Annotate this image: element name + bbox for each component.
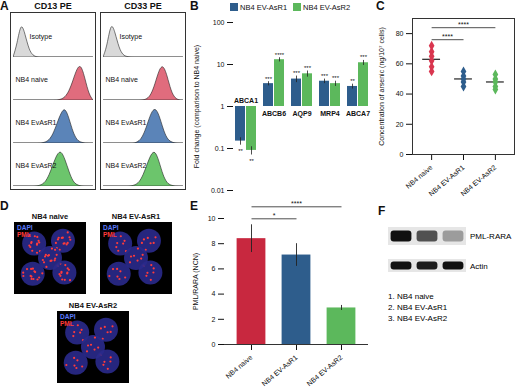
svg-text:1. NB4 naive: 1. NB4 naive	[388, 292, 434, 301]
svg-text:NB4 naive: NB4 naive	[404, 164, 433, 190]
svg-text:NB4 naive: NB4 naive	[106, 76, 138, 83]
svg-text:1: 1	[221, 103, 225, 110]
svg-text:***: ***	[304, 65, 312, 71]
svg-text:***: ***	[321, 73, 329, 79]
svg-text:Concentration of arsenic (ng/1: Concentration of arsenic (ng/10⁷ cells)	[378, 27, 386, 145]
svg-text:PML/RARA (NCN): PML/RARA (NCN)	[192, 253, 200, 310]
svg-text:6: 6	[212, 265, 216, 272]
svg-text:8: 8	[212, 240, 216, 247]
svg-text:Isotype: Isotype	[120, 33, 143, 41]
svg-text:**: **	[350, 78, 355, 84]
svg-text:**: **	[249, 158, 254, 164]
svg-text:***: ***	[360, 54, 368, 60]
svg-text:10: 10	[217, 61, 225, 68]
svg-text:AQP9: AQP9	[292, 110, 311, 118]
svg-text:4: 4	[212, 290, 216, 297]
svg-text:***: ***	[265, 76, 273, 82]
svg-text:NB4 EV-AsR2: NB4 EV-AsR2	[459, 164, 497, 198]
svg-text:2. NB4 EV-AsR1: 2. NB4 EV-AsR1	[388, 303, 448, 312]
html-text:E: E	[190, 199, 198, 213]
svg-text:NB4 EvAsR2: NB4 EvAsR2	[16, 162, 57, 169]
svg-text:**: **	[238, 148, 243, 154]
html-text:NB4 EV-AsR2: NB4 EV-AsR2	[68, 301, 118, 310]
html-text:NB4 EV-AsR1: NB4 EV-AsR1	[111, 212, 161, 221]
svg-text:MRP4: MRP4	[320, 110, 340, 117]
svg-text:NB4 EV-AsR1: NB4 EV-AsR1	[427, 163, 466, 198]
svg-text:*: *	[273, 212, 276, 219]
svg-text:ABCA7: ABCA7	[346, 110, 370, 117]
svg-text:2: 2	[212, 316, 216, 323]
svg-text:NB4 naive: NB4 naive	[16, 76, 48, 83]
svg-text:NB4 naive: NB4 naive	[224, 354, 253, 380]
svg-text:****: ****	[291, 200, 302, 207]
svg-text:ABCB6: ABCB6	[262, 110, 286, 117]
html-text:NB4 EV-AsR1: NB4 EV-AsR1	[240, 2, 288, 12]
svg-text:80: 80	[396, 30, 404, 37]
svg-text:DAPI: DAPI	[60, 313, 76, 320]
svg-text:0.01: 0.01	[211, 187, 225, 194]
html-text:CD13 PE: CD13 PE	[34, 1, 72, 11]
svg-text:DAPI: DAPI	[103, 224, 119, 231]
svg-text:NB4 EvAsR1: NB4 EvAsR1	[106, 119, 147, 126]
svg-text:10: 10	[208, 215, 216, 222]
svg-text:***: ***	[332, 75, 340, 81]
svg-text:0: 0	[212, 341, 216, 348]
svg-text:40: 40	[396, 90, 404, 97]
svg-text:100: 100	[213, 19, 225, 26]
svg-text:Actin: Actin	[470, 262, 488, 271]
svg-text:NB4 EvAsR1: NB4 EvAsR1	[16, 119, 57, 126]
svg-text:0: 0	[400, 151, 404, 158]
svg-text:60: 60	[396, 60, 404, 67]
svg-text:PML-RARA: PML-RARA	[470, 232, 512, 241]
svg-text:PML: PML	[17, 231, 31, 238]
svg-text:NB4 EvAsR2: NB4 EvAsR2	[106, 162, 147, 169]
svg-text:****: ****	[275, 52, 285, 58]
svg-text:DAPI: DAPI	[17, 224, 33, 231]
svg-text:0.1: 0.1	[215, 145, 225, 152]
svg-text:PML: PML	[60, 320, 74, 327]
html-text:C: C	[376, 0, 385, 13]
svg-text:3. NB4 EV-AsR2: 3. NB4 EV-AsR2	[388, 314, 448, 323]
svg-text:****: ****	[442, 33, 453, 40]
svg-text:ABCA1: ABCA1	[234, 97, 258, 104]
svg-text:Fold change (comparison to NB4: Fold change (comparison to NB4 naive)	[193, 45, 201, 168]
svg-text:NB4 EV-AsR1: NB4 EV-AsR1	[260, 354, 298, 388]
svg-text:20: 20	[396, 121, 404, 128]
svg-text:PML: PML	[103, 231, 117, 238]
html-text:D: D	[0, 199, 9, 213]
svg-text:***: ***	[293, 70, 301, 76]
html-text:B: B	[190, 0, 199, 13]
html-text:CD33 PE: CD33 PE	[124, 1, 162, 11]
html-text:NB4 naive: NB4 naive	[31, 212, 69, 221]
html-text:A: A	[0, 0, 9, 13]
svg-text:Isotype: Isotype	[30, 33, 53, 41]
html-text:F: F	[378, 204, 386, 218]
html-text:NB4 EV-AsR2: NB4 EV-AsR2	[303, 2, 351, 12]
svg-text:****: ****	[458, 21, 469, 28]
svg-text:NB4 EV-AsR2: NB4 EV-AsR2	[305, 354, 343, 388]
